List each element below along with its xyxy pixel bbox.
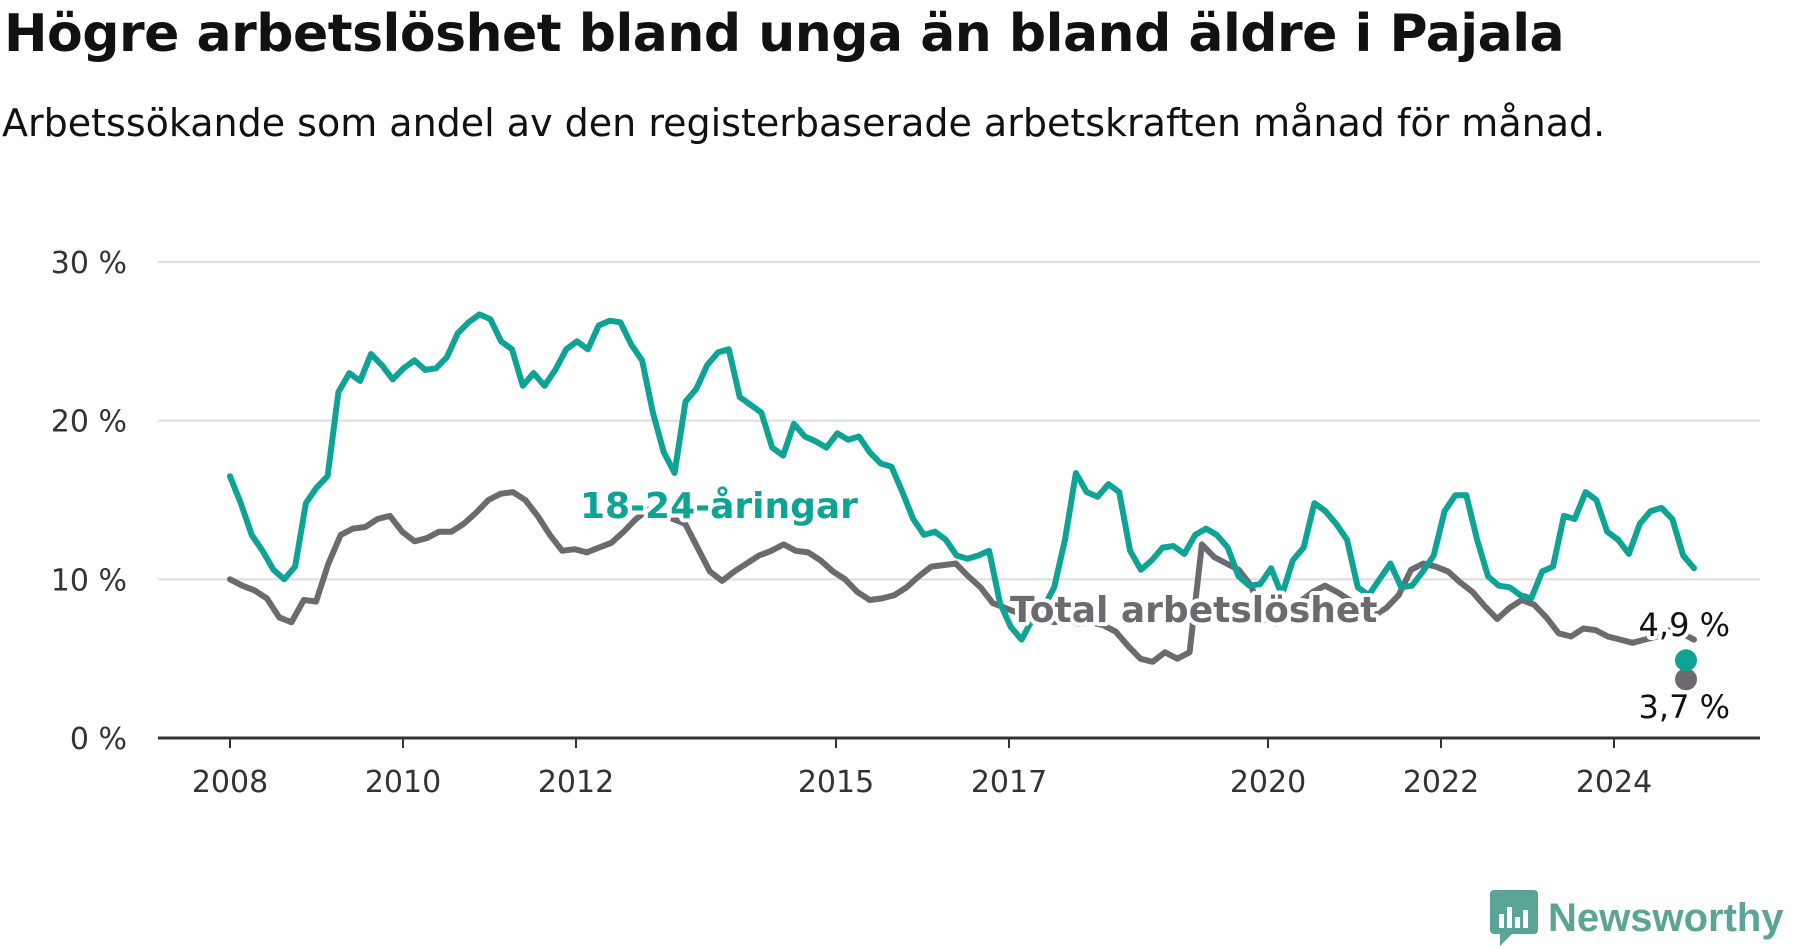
x-tick-label: 2024 xyxy=(1576,765,1652,800)
y-tick-label: 20 % xyxy=(51,405,127,440)
y-axis-ticks: 0 % 10 % 20 % 30 % xyxy=(51,246,127,757)
y-tick-label: 0 % xyxy=(70,722,127,757)
x-tick-label: 2012 xyxy=(538,765,614,800)
end-label-total: 3,7 % xyxy=(1639,688,1730,726)
end-label-18-24: 4,9 % xyxy=(1639,606,1730,644)
series-line-18-24 xyxy=(227,311,1697,643)
chart-title: Högre arbetslöshet bland unga än bland ä… xyxy=(4,4,1565,64)
series-label-total: Total arbetslöshet xyxy=(1010,590,1378,631)
x-tick-label: 2008 xyxy=(192,765,268,800)
end-point-18-24 xyxy=(1675,649,1697,672)
gridlines xyxy=(158,261,1760,581)
series-lines xyxy=(227,311,1697,665)
newsworthy-logo-icon xyxy=(1490,890,1538,946)
series-line-total xyxy=(227,489,1697,665)
x-tick-label: 2010 xyxy=(365,765,441,800)
x-tick-label: 2015 xyxy=(798,765,874,800)
chart-subtitle: Arbetssökande som andel av den registerb… xyxy=(2,101,1606,145)
newsworthy-logo-text: Newsworthy xyxy=(1548,895,1784,940)
y-tick-label: 30 % xyxy=(51,246,127,281)
x-tick-label: 2020 xyxy=(1230,765,1306,800)
series-label-18-24: 18-24-åringar xyxy=(580,486,858,527)
end-point-total xyxy=(1675,668,1697,691)
x-tick-label: 2017 xyxy=(971,765,1047,800)
annotations: 18-24-åringar Total arbetslöshet 4,9 % 3,7 … xyxy=(576,482,1734,730)
y-tick-label: 10 % xyxy=(51,563,127,598)
newsworthy-logo: Newsworthy xyxy=(1490,890,1784,946)
x-tick-label: 2022 xyxy=(1403,765,1479,800)
x-axis: 2008 2010 2012 2015 2017 2020 2022 2024 xyxy=(158,736,1760,800)
